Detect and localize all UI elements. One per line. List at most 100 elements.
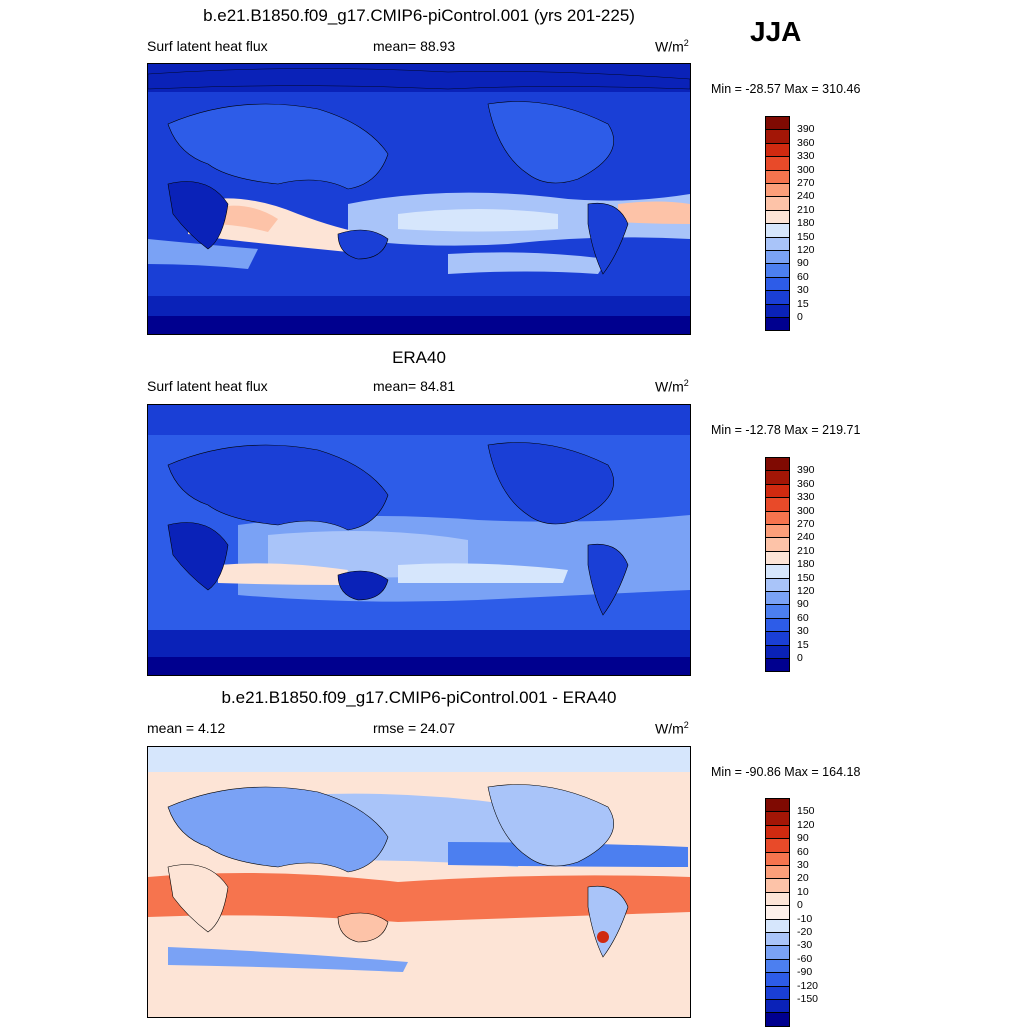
colorbar-label: 15 [797, 297, 809, 310]
colorbar-box [765, 223, 790, 238]
colorbar-box [765, 524, 790, 539]
colorbar-box [765, 317, 790, 332]
colorbar-box [765, 250, 790, 265]
colorbar-box [765, 811, 790, 826]
colorbar-label: 60 [797, 845, 809, 858]
colorbar-box [765, 631, 790, 646]
colorbar-label: 180 [797, 217, 815, 230]
colorbar-label: -60 [797, 952, 813, 965]
colorbar-box [765, 798, 790, 813]
colorbar-label: 210 [797, 544, 815, 557]
panel-1-units: W/m2 [655, 38, 689, 55]
panel-3-title: b.e21.B1850.f09_g17.CMIP6-piControl.001 … [221, 688, 617, 707]
colorbar-label: 300 [797, 163, 815, 176]
colorbar-box [765, 183, 790, 198]
colorbar-label: 390 [797, 464, 815, 477]
colorbar-box [765, 985, 790, 1000]
colorbar-label: 240 [797, 190, 815, 203]
colorbar-box [765, 658, 790, 673]
colorbar-box [765, 604, 790, 619]
colorbar-label: 360 [797, 477, 815, 490]
panel-3-minmax: Min = -90.86 Max = 164.18 [711, 765, 861, 779]
panel-3-mean-label: mean = 4.12 [147, 720, 226, 736]
colorbar-box [765, 999, 790, 1014]
colorbar-box [765, 564, 790, 579]
colorbar-label: 270 [797, 177, 815, 189]
colorbar-box [765, 591, 790, 606]
colorbar-box [765, 169, 790, 184]
colorbar-label: 330 [797, 150, 815, 163]
colorbar-label: 120 [797, 585, 815, 597]
colorbar-label: 10 [797, 885, 809, 898]
colorbar-box [765, 918, 790, 933]
colorbar-label: 0 [797, 899, 803, 912]
colorbar-box [765, 878, 790, 893]
panel-2-map [147, 404, 691, 676]
colorbar-label: 390 [797, 123, 815, 136]
colorbar-label: 90 [797, 257, 809, 270]
panel-2-minmax: Min = -12.78 Max = 219.71 [711, 423, 861, 437]
colorbar-label: -150 [797, 993, 819, 1005]
panel-3-rmse-label: rmse = 24.07 [373, 720, 456, 736]
colorbar-label: -90 [797, 966, 813, 979]
panel-1-map [147, 63, 691, 335]
panel-2-variable-label: Surf latent heat flux [147, 378, 268, 394]
colorbar-box [765, 129, 790, 144]
colorbar-label: 150 [797, 230, 815, 243]
colorbar-label: 150 [797, 571, 815, 584]
colorbar-label: 0 [797, 311, 803, 323]
colorbar-box [765, 838, 790, 853]
colorbar-box [765, 824, 790, 840]
panel-2-mean-label: mean= 84.81 [373, 378, 456, 394]
colorbar-label: 90 [797, 832, 809, 845]
colorbar-label: 180 [797, 558, 815, 571]
colorbar-label: 20 [797, 872, 809, 885]
colorbar-box [765, 263, 790, 278]
panel-2-units: W/m2 [655, 378, 689, 395]
colorbar-box [765, 932, 790, 947]
colorbar-label: -120 [797, 979, 819, 992]
panel-3-units: W/m2 [655, 720, 689, 737]
colorbar-box [765, 156, 790, 171]
season-label: JJA [750, 16, 802, 47]
colorbar-label: 210 [797, 203, 815, 216]
panel-1-mean-label: mean= 88.93 [373, 38, 456, 54]
colorbar-box [765, 851, 790, 866]
colorbar-box [765, 1012, 790, 1027]
colorbar-label: 60 [797, 611, 809, 624]
colorbar-box [765, 510, 790, 525]
panel-1-title: b.e21.B1850.f09_g17.CMIP6-piControl.001 … [203, 6, 635, 25]
colorbar-box [765, 497, 790, 512]
colorbar-box [765, 577, 790, 592]
colorbar-box [765, 550, 790, 566]
colorbar-box [765, 236, 790, 251]
panel-2-title: ERA40 [392, 348, 446, 367]
colorbar-box [765, 457, 790, 472]
colorbar-label: 300 [797, 504, 815, 517]
colorbar-label: 30 [797, 625, 809, 638]
colorbar-box [765, 470, 790, 485]
colorbar-box [765, 116, 790, 131]
colorbar-label: -10 [797, 912, 813, 925]
panel-1-variable-label: Surf latent heat flux [147, 38, 268, 54]
colorbar-box [765, 303, 790, 318]
colorbar-box [765, 142, 790, 158]
colorbar-box [765, 276, 790, 292]
colorbar-label: 120 [797, 818, 815, 831]
colorbar-box [765, 483, 790, 499]
colorbar-box [765, 865, 790, 880]
colorbar-label: 120 [797, 244, 815, 256]
colorbar-label: 150 [797, 805, 815, 818]
colorbar-label: 240 [797, 531, 815, 544]
colorbar-label: 15 [797, 638, 809, 651]
colorbar-label: 330 [797, 491, 815, 504]
colorbar-box [765, 972, 790, 987]
colorbar-box [765, 290, 790, 305]
colorbar-label: -30 [797, 939, 813, 952]
colorbar-box [765, 644, 790, 659]
colorbar-label: 60 [797, 270, 809, 283]
colorbar-box [765, 891, 790, 907]
colorbar-box [765, 196, 790, 211]
colorbar-label: 0 [797, 652, 803, 664]
panel-3-map [147, 746, 691, 1018]
